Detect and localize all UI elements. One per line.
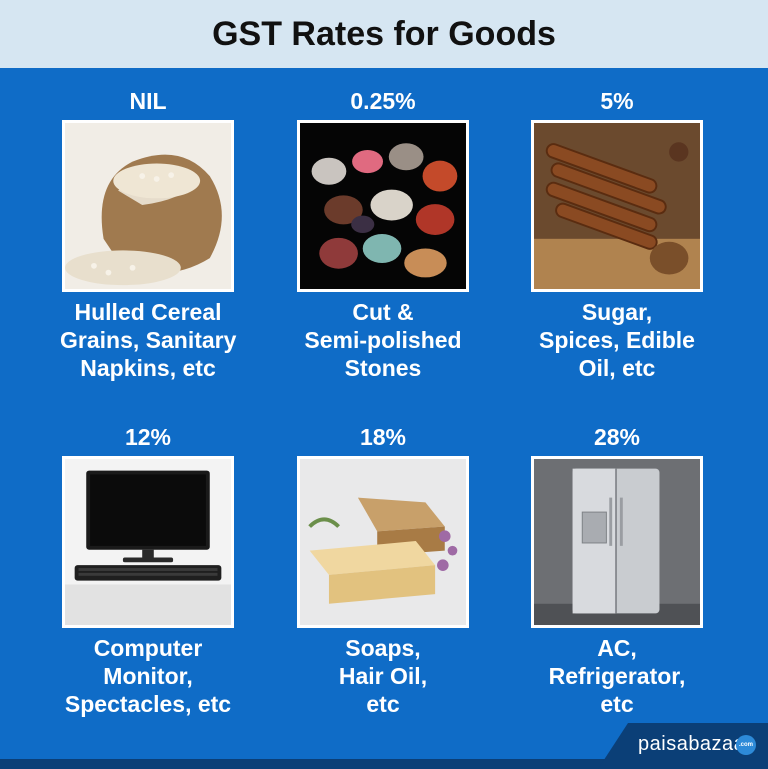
logo-background <box>598 723 768 769</box>
logo-badge: .com <box>736 735 756 755</box>
tile-5: 5% Sugar, Spices, Edible Oil, etc <box>529 86 705 382</box>
footer-band <box>0 759 768 769</box>
paisabazaar-logo: paisabazaar .com <box>598 723 768 769</box>
rate-label: 0.25% <box>350 88 416 114</box>
refrigerator-image <box>531 456 703 628</box>
rate-label: NIL <box>129 88 167 114</box>
tile-18: 18% Soaps, Hair Oil, etc <box>295 422 471 718</box>
rate-label: 12% <box>124 424 172 450</box>
polished-stones-image <box>297 120 469 292</box>
cinnamon-spices-image <box>531 120 703 292</box>
tile-caption: AC, Refrigerator, etc <box>548 635 686 717</box>
tile-caption: Computer Monitor, Spectacles, etc <box>64 635 232 717</box>
title-banner: GST Rates for Goods <box>0 0 768 68</box>
tile-caption: Cut & Semi-polished Stones <box>304 299 462 381</box>
tile-caption: Soaps, Hair Oil, etc <box>338 635 428 717</box>
tile-caption: Sugar, Spices, Edible Oil, etc <box>539 299 695 381</box>
logo-text: paisabazaar <box>638 733 753 755</box>
soap-bars-image <box>297 456 469 628</box>
tile-28: 28% AC, Refrigerator, etc <box>529 422 705 718</box>
tile-caption: Hulled Cereal Grains, Sanitary Napkins, … <box>60 299 237 381</box>
tile-12: 12% Computer Monitor, Spectacles, etc <box>60 422 236 718</box>
tile-0-25: 0.25% Cut & Semi-polished Stones <box>295 86 471 382</box>
computer-monitor-image <box>62 456 234 628</box>
cereal-grains-image <box>62 120 234 292</box>
rate-label: 5% <box>600 88 634 114</box>
rate-label: 18% <box>359 424 407 450</box>
rate-label: 28% <box>593 424 641 450</box>
tile-nil: NIL Hulled Cereal Grains, Sanitary Napki… <box>60 86 236 382</box>
page-title: GST Rates for Goods <box>212 14 556 53</box>
